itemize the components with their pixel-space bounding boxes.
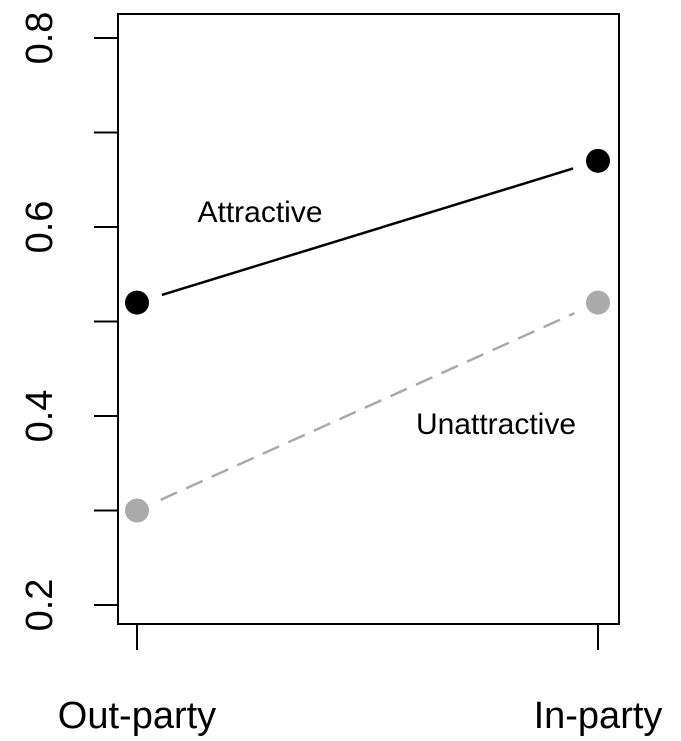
series-point (125, 290, 149, 315)
series-point (125, 498, 149, 523)
y-tick-label: 0.2 (19, 579, 61, 632)
y-tick-label: 0.8 (19, 12, 61, 65)
series-point (586, 148, 610, 173)
x-axis: Out-party In-party (58, 624, 663, 737)
series-line (161, 167, 574, 297)
plot-frame (117, 13, 620, 625)
y-tick-label: 0.4 (19, 390, 61, 443)
y-tick-label: 0.6 (19, 201, 61, 254)
series-label: Unattractive (416, 408, 576, 441)
series-line (160, 312, 575, 501)
series-point (586, 290, 610, 315)
series-layer: Attractive Unattractive (125, 148, 610, 523)
x-tick-label: Out-party (58, 695, 216, 737)
y-axis: 0.2 0.4 0.6 0.8 (19, 12, 118, 632)
series-label: Attractive (197, 196, 322, 229)
x-tick-label: In-party (534, 695, 663, 737)
